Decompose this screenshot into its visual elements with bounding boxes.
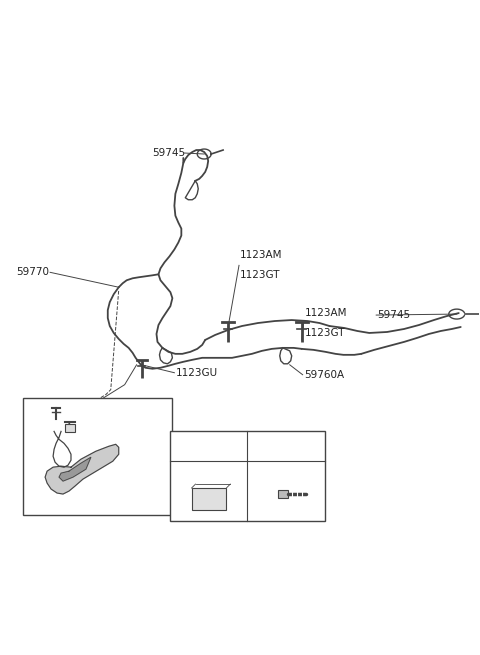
Text: 93830: 93830 [75, 419, 108, 428]
Text: 1123AN: 1123AN [264, 440, 305, 449]
Text: 59770: 59770 [16, 267, 49, 277]
Bar [170, 432, 324, 521]
Bar [192, 488, 227, 510]
Text: 59760A: 59760A [305, 369, 345, 380]
Text: 1123GT: 1123GT [240, 271, 280, 280]
Text: 59727: 59727 [67, 405, 100, 415]
Text: 59745: 59745 [377, 310, 410, 320]
Bar [23, 398, 172, 515]
Text: 59745: 59745 [152, 148, 185, 158]
Text: 1123AM: 1123AM [305, 308, 347, 318]
Text: 1123AM: 1123AM [240, 250, 283, 261]
Text: 85864: 85864 [192, 441, 226, 451]
Text: 1123GT: 1123GT [305, 328, 345, 338]
Polygon shape [59, 457, 91, 481]
Text: 85864: 85864 [198, 440, 231, 449]
Polygon shape [45, 444, 119, 494]
Text: 1123AN: 1123AN [265, 441, 307, 451]
Text: 1123GU: 1123GU [175, 367, 217, 378]
Bar [65, 424, 75, 432]
Text: 59710: 59710 [79, 504, 112, 514]
Bar [278, 490, 288, 498]
